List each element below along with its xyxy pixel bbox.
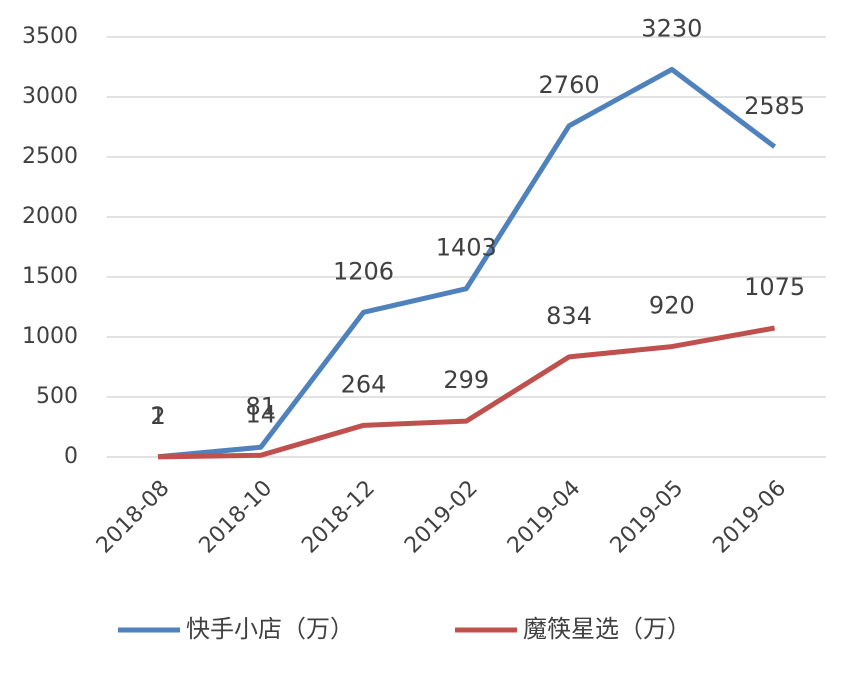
data-label: 1075 xyxy=(744,273,805,301)
data-label: 1206 xyxy=(333,257,394,285)
data-label: 1403 xyxy=(436,234,497,262)
data-label: 834 xyxy=(546,302,592,330)
x-tick-label: 2019-04 xyxy=(503,476,586,559)
y-tick-label: 2500 xyxy=(22,144,78,169)
x-tick-label: 2018-12 xyxy=(297,476,380,559)
x-tick-label: 2019-05 xyxy=(606,476,689,559)
data-label: 2 xyxy=(150,402,165,430)
data-label: 14 xyxy=(245,400,276,428)
x-tick-label: 2019-06 xyxy=(708,476,791,559)
data-label: 3230 xyxy=(641,14,702,42)
data-label: 920 xyxy=(649,292,695,320)
x-tick-label: 2018-08 xyxy=(92,476,175,559)
data-label: 299 xyxy=(443,366,489,394)
legend-label: 快手小店（万） xyxy=(186,615,354,643)
y-tick-label: 3500 xyxy=(22,24,78,49)
y-tick-label: 0 xyxy=(64,444,78,469)
y-tick-label: 3000 xyxy=(22,84,78,109)
series-line xyxy=(157,66,777,460)
data-label: 2760 xyxy=(539,71,600,99)
data-label: 1 xyxy=(150,402,165,430)
x-tick-label: 2019-02 xyxy=(400,476,483,559)
y-tick-label: 500 xyxy=(36,384,78,409)
y-tick-label: 1500 xyxy=(22,264,78,289)
y-tick-label: 2000 xyxy=(22,204,78,229)
data-label: 264 xyxy=(341,370,387,398)
series-line xyxy=(157,325,776,460)
data-label: 2585 xyxy=(744,92,805,120)
legend-label: 魔筷星选（万） xyxy=(523,615,691,643)
x-tick-label: 2018-10 xyxy=(195,476,278,559)
data-label: 81 xyxy=(245,392,276,420)
y-tick-label: 1000 xyxy=(22,324,78,349)
